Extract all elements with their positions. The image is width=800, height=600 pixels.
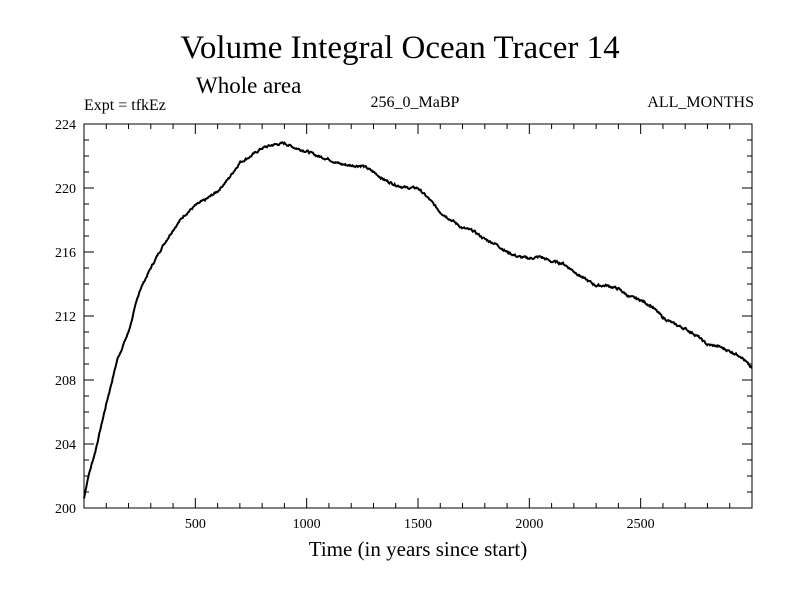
experiment-label: Expt = tfkEz: [84, 97, 166, 114]
months-label: ALL_MONTHS: [647, 94, 754, 111]
y-tick-label: 220: [55, 182, 76, 197]
x-tick-label: 500: [185, 517, 206, 532]
plot-frame: [83, 123, 753, 509]
y-tick-label: 224: [55, 118, 76, 133]
chart-subtitle: Whole area: [196, 73, 301, 98]
x-tick-label: 1500: [404, 517, 432, 532]
y-tick-label: 204: [55, 438, 76, 453]
x-axis-label: Time (in years since start): [309, 537, 528, 561]
y-tick-label: 216: [55, 246, 76, 261]
x-tick-label: 2000: [515, 517, 543, 532]
series-line: [83, 141, 753, 499]
tick-labels: 500 1000 1500 2000 2500 200 204 208 212 216 220 224: [55, 118, 655, 532]
axis-ticks: [84, 124, 752, 508]
y-tick-label: 212: [55, 310, 76, 325]
x-tick-label: 2500: [627, 517, 655, 532]
y-tick-label: 200: [55, 502, 76, 517]
x-tick-label: 1000: [293, 517, 321, 532]
period-label: 256_0_MaBP: [371, 94, 460, 111]
chart-title: Volume Integral Ocean Tracer 14: [180, 30, 619, 66]
y-tick-label: 208: [55, 374, 76, 389]
